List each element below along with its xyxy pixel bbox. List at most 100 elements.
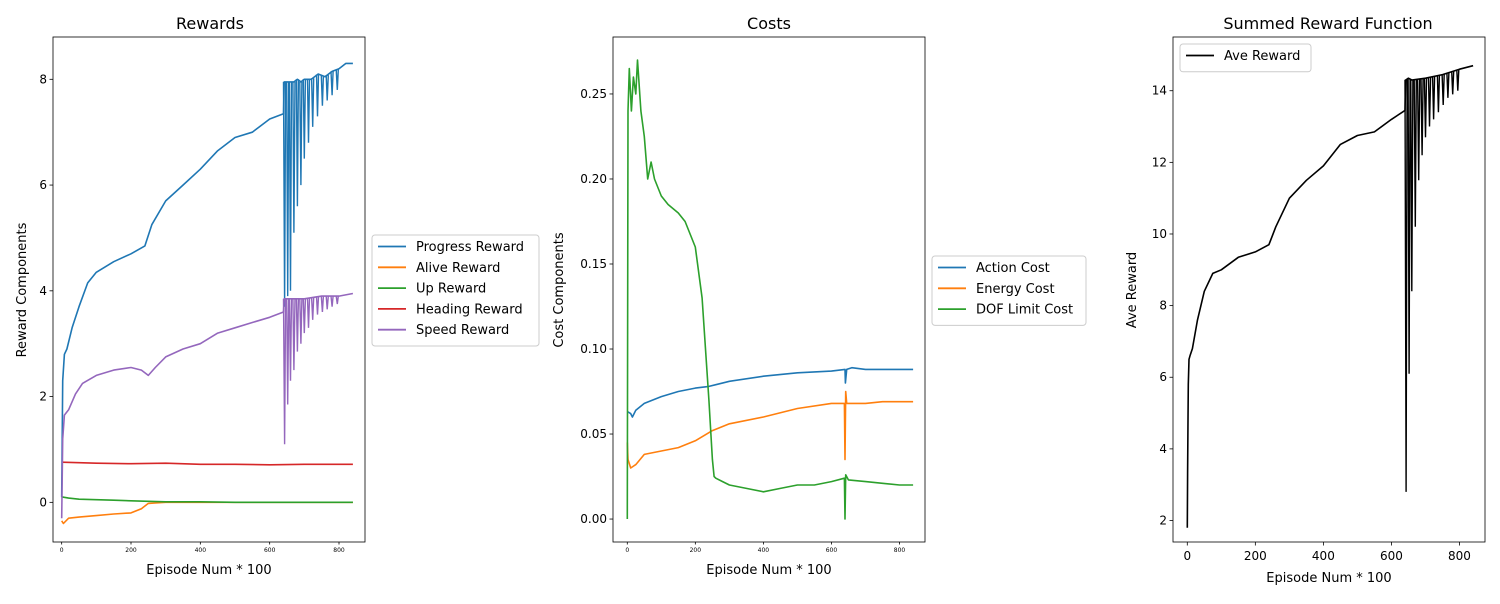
x-tick-label: 400 <box>1312 549 1335 563</box>
series-dip-ave-reward <box>1413 79 1417 227</box>
legend-label-action-cost: Action Cost <box>976 261 1050 276</box>
y-tick-label: 0.20 <box>580 172 607 186</box>
legend-label-ave-reward: Ave Reward <box>1224 49 1300 64</box>
x-tick-label: 400 <box>758 547 770 554</box>
series-dip-ave-reward <box>1436 75 1441 113</box>
x-tick-label: 600 <box>826 547 838 554</box>
panel-summed-reward: Summed Reward Function 0 200 400 600 800 2 4 6 8… <box>1125 14 1486 586</box>
rewards-title: Rewards <box>176 14 244 33</box>
series-dip-speed-reward <box>292 298 296 371</box>
series-dip-ave-reward <box>1423 78 1428 138</box>
legend-box <box>371 234 540 347</box>
y-tick-label: 2 <box>1159 514 1167 528</box>
x-tick-label: 800 <box>894 547 906 554</box>
series-dip-progress-reward <box>330 71 334 96</box>
series-dip-speed-reward <box>335 296 339 305</box>
y-tick-label: 6 <box>39 178 47 192</box>
series-dip-progress-reward <box>286 81 290 297</box>
series-dip-speed-reward <box>302 298 307 334</box>
series-dip-progress-reward <box>335 69 339 90</box>
series-dip-speed-reward <box>295 298 300 352</box>
legend-box <box>1179 43 1312 73</box>
series-dip-ave-reward <box>1427 77 1432 127</box>
series-line-heading-reward <box>61 461 353 466</box>
rewards-axes-frame <box>52 36 366 543</box>
rewards-y-axis-label: Reward Components <box>15 222 30 357</box>
x-tick-label: 600 <box>264 547 276 554</box>
y-tick-label: 4 <box>39 284 47 298</box>
x-tick-label: 200 <box>690 547 702 554</box>
series-dip-ave-reward <box>1446 72 1450 98</box>
series-dip-progress-reward <box>306 79 311 143</box>
series-dip-speed-reward <box>315 296 320 315</box>
series-dip-ave-reward <box>1416 79 1421 181</box>
summed-plot: 0 200 400 600 800 2 4 6 8 10 12 14 <box>1152 64 1474 563</box>
series-line-up-reward <box>61 496 353 504</box>
summed-y-axis-label: Ave Reward <box>1125 252 1140 328</box>
costs-y-axis-label: Cost Components <box>552 232 567 348</box>
series-dip-speed-reward <box>299 298 303 344</box>
series-line-dof-limit-cost <box>626 59 914 520</box>
series-dip-progress-reward <box>325 75 329 101</box>
series-dip-progress-reward <box>292 81 296 233</box>
y-tick-label: 0 <box>39 495 47 509</box>
rewards-x-axis-label: Episode Num * 100 <box>146 563 271 578</box>
x-tick-label: 600 <box>1380 549 1403 563</box>
y-tick-label: 4 <box>1159 442 1167 456</box>
y-tick-label: 8 <box>1159 299 1167 313</box>
x-tick-label: 200 <box>125 547 137 554</box>
series-dip-ave-reward <box>1420 78 1424 156</box>
series-dip-progress-reward <box>288 81 293 291</box>
series-dip-progress-reward <box>302 79 307 159</box>
y-tick-label: 12 <box>1152 155 1167 169</box>
y-tick-label: 0.15 <box>580 257 607 271</box>
legend-label-heading-reward: Heading Reward <box>416 302 523 317</box>
series-dip-speed-reward <box>320 296 325 313</box>
legend-label-speed-reward: Speed Reward <box>416 323 509 338</box>
series-line-progress-reward <box>60 62 353 498</box>
series-dip-ave-reward <box>1410 79 1414 292</box>
summed-title: Summed Reward Function <box>1223 14 1432 33</box>
y-tick-label: 14 <box>1152 84 1167 98</box>
panel-costs: Costs 0 200 400 600 8000.000.050.100.150.200… <box>552 14 1087 578</box>
series-dip-speed-reward <box>282 298 287 445</box>
costs-plot: 0 200 400 600 800 0.00 0.05 0.10 0.15 0.20 0.25 <box>580 59 914 554</box>
rewards-legend: Progress Reward Alive Reward Up Reward Head… <box>371 234 540 347</box>
x-tick-label: 800 <box>333 547 345 554</box>
legend-label-alive-reward: Alive Reward <box>416 261 500 276</box>
costs-axes-frame <box>612 36 926 543</box>
costs-title: Costs <box>747 14 791 33</box>
series-dip-ave-reward <box>1451 71 1455 95</box>
series-dip-speed-reward <box>286 298 290 405</box>
series-line-action-cost <box>627 366 914 418</box>
summed-axes-frame <box>1172 36 1486 543</box>
x-tick-label: 0 <box>1183 549 1191 563</box>
x-tick-label: 200 <box>1244 549 1267 563</box>
series-dip-progress-reward <box>299 81 303 186</box>
costs-x-axis-label: Episode Num * 100 <box>706 563 831 578</box>
y-tick-label: 6 <box>1159 370 1167 384</box>
series-dip-ave-reward <box>1456 69 1460 91</box>
series-dip-progress-reward <box>282 81 287 307</box>
series-dip-speed-reward <box>325 296 329 310</box>
y-tick-label: 10 <box>1152 227 1167 241</box>
series-dip-ave-reward <box>1441 74 1445 106</box>
y-tick-label: 0.05 <box>580 427 607 441</box>
series-line-energy-cost <box>626 390 914 469</box>
series-dip-progress-reward <box>320 75 325 106</box>
series-line-speed-reward <box>60 292 354 519</box>
y-tick-label: 8 <box>39 72 47 86</box>
panel-rewards: Rewards 0 200 400 600 800 0 2 4 6 8 Episode Num *… <box>15 14 540 578</box>
x-tick-label: 400 <box>195 547 207 554</box>
series-dip-ave-reward <box>1431 76 1436 120</box>
x-tick-label: 800 <box>1448 549 1471 563</box>
y-tick-label: 0.25 <box>580 87 607 101</box>
legend-label-energy-cost: Energy Cost <box>976 282 1055 297</box>
rewards-plot: 0 200 400 600 800 0 2 4 6 8 <box>39 62 354 554</box>
series-dip-speed-reward <box>310 297 315 320</box>
series-line-ave-reward <box>1186 64 1474 528</box>
summed-x-axis-label: Episode Num * 100 <box>1266 571 1391 586</box>
x-tick-label: 0 <box>60 547 64 554</box>
summed-legend: Ave Reward <box>1179 43 1312 73</box>
